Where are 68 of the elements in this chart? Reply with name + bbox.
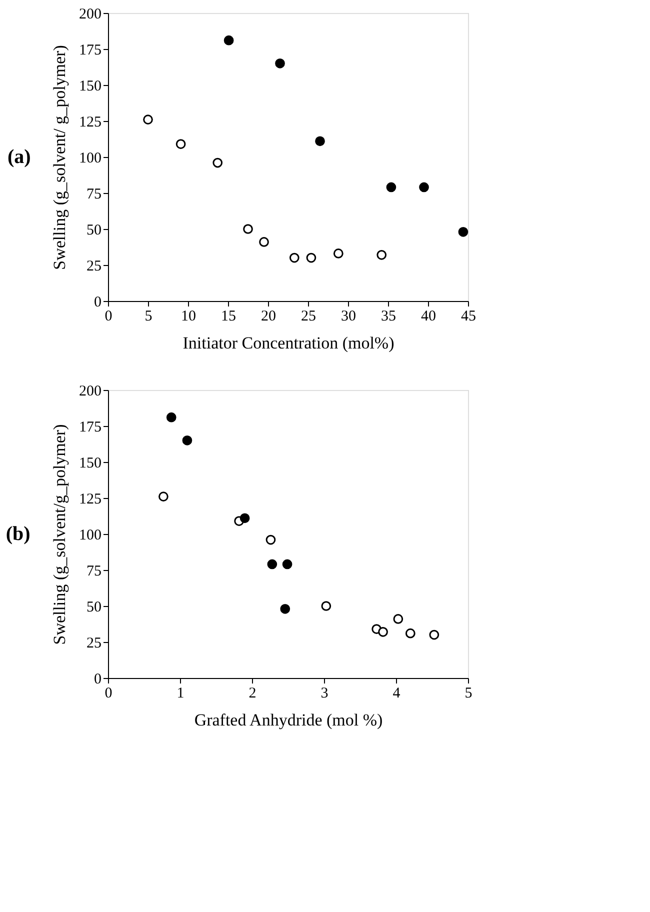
point xyxy=(280,604,290,614)
y-tick-label: 50 xyxy=(86,600,102,616)
y-tick-label: 175 xyxy=(79,42,102,58)
point xyxy=(243,224,253,234)
x-tick-label: 40 xyxy=(421,308,436,324)
point xyxy=(306,252,316,263)
point xyxy=(458,226,468,237)
x-tick-label: 45 xyxy=(461,308,476,324)
y-tick-label: 200 xyxy=(79,6,102,22)
x-tick-label: 1 xyxy=(176,686,184,702)
point xyxy=(289,252,300,263)
x-tick-label: 10 xyxy=(181,308,196,324)
point xyxy=(266,534,276,545)
y-tick-label: 50 xyxy=(86,222,102,238)
x-tick-label: 2 xyxy=(248,686,256,702)
x-tick-label: 0 xyxy=(104,308,112,324)
point xyxy=(259,237,269,247)
y-tick-label: 75 xyxy=(86,564,102,580)
y-tick-label: 25 xyxy=(86,636,102,652)
y-tick-label: 125 xyxy=(79,492,102,508)
point xyxy=(176,139,186,149)
y-tick-label: 100 xyxy=(79,528,102,544)
point xyxy=(158,492,168,502)
point xyxy=(282,559,292,570)
x-axis-title: Grafted Anhydride (mol %) xyxy=(194,710,383,730)
x-tick-label: 3 xyxy=(320,686,328,702)
x-tick-label: 15 xyxy=(221,308,236,324)
y-tick-label: 200 xyxy=(79,384,102,400)
y-tick-label: 125 xyxy=(79,114,102,130)
x-tick-label: 25 xyxy=(301,308,316,324)
point xyxy=(386,182,396,192)
y-axis-title: Swelling (g_solvent/g_polymer) xyxy=(50,424,69,645)
point xyxy=(315,136,325,146)
point xyxy=(405,628,416,638)
point xyxy=(393,614,404,624)
x-tick-label: 30 xyxy=(341,308,356,324)
point xyxy=(419,182,429,192)
point xyxy=(240,513,250,524)
y-tick-label: 100 xyxy=(79,150,102,166)
x-tick-label: 4 xyxy=(392,686,401,702)
point xyxy=(275,58,285,68)
point xyxy=(212,158,223,168)
point xyxy=(182,435,192,446)
y-tick-label: 150 xyxy=(79,78,102,94)
y-tick-label: 150 xyxy=(79,456,102,472)
y-tick-label: 75 xyxy=(86,186,102,202)
x-axis-title: Initiator Concentration (mol%) xyxy=(182,334,394,352)
point xyxy=(267,559,278,570)
y-axis-title: Swelling (g_solvent/ g_polymer) xyxy=(50,45,69,270)
y-tick-label: 25 xyxy=(86,258,102,274)
point xyxy=(321,601,332,611)
x-tick-label: 5 xyxy=(144,308,152,324)
point xyxy=(333,248,344,258)
point xyxy=(143,114,153,124)
text: (a) xyxy=(8,146,31,168)
x-tick-label: 20 xyxy=(261,308,276,324)
y-tick-label: 0 xyxy=(94,672,102,688)
y-tick-label: 175 xyxy=(79,420,102,436)
x-tick-label: 35 xyxy=(381,308,396,324)
x-tick-label: 0 xyxy=(104,686,112,702)
y-tick-label: 0 xyxy=(94,294,102,310)
point xyxy=(376,250,387,260)
point xyxy=(429,630,440,640)
point xyxy=(166,412,176,422)
text: (b) xyxy=(6,523,30,545)
point xyxy=(378,626,388,637)
point xyxy=(224,35,234,46)
x-tick-label: 5 xyxy=(464,686,472,702)
